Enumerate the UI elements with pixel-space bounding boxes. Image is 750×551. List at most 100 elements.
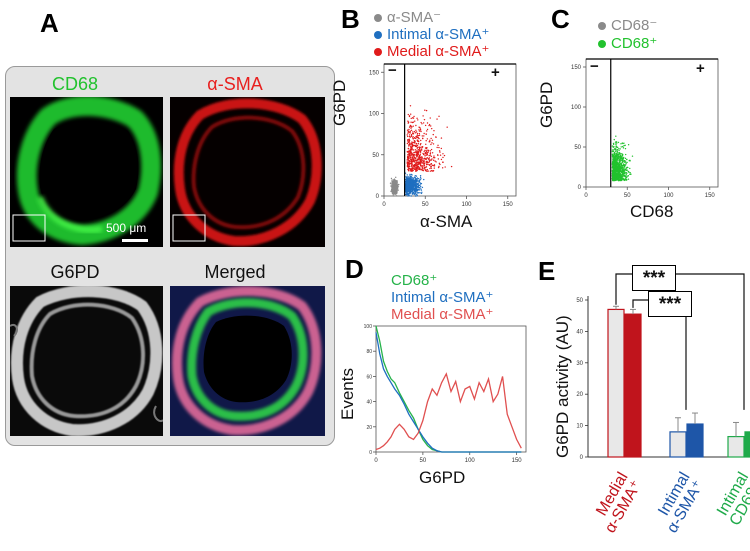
data-point [408,115,411,117]
data-point [625,175,628,177]
data-point [406,193,409,196]
data-point [433,164,436,166]
data-point [615,164,618,166]
data-point [620,168,623,170]
data-point [424,149,426,152]
data-point [434,157,436,159]
data-point [416,134,419,136]
flow-plot-b: 0 50 100 150 0 50 100 150 [369,63,517,208]
data-point [611,165,614,168]
data-point [429,166,432,168]
data-point [612,168,615,170]
data-point [617,154,619,156]
data-point [621,175,624,178]
data-point [624,168,626,171]
data-point [436,118,438,120]
data-point [413,130,416,133]
data-point [408,192,410,194]
significance-bracket [615,273,745,410]
data-point [419,181,421,184]
data-point [420,189,423,191]
data-point [617,164,619,166]
data-point [435,161,437,163]
data-point [426,130,428,132]
data-point [626,158,628,161]
data-point [622,163,625,165]
scale-bar-label: 500 μm [106,221,147,235]
data-point [393,190,395,192]
data-point [410,195,412,197]
y-tick-label: 40 [366,400,372,406]
data-point [414,182,416,185]
e-category-label-medial: Medial α-SMA⁺ [570,470,646,542]
panel-a-label: A [40,8,59,38]
data-point [620,143,622,145]
data-point [420,168,423,170]
data-point [430,127,433,130]
y-tick-label: 100 [571,105,582,111]
data-point [614,150,617,152]
x-tick-label: 0 [374,458,378,464]
data-point [397,184,399,186]
data-point [618,152,621,155]
data-point [419,176,422,179]
data-point [413,177,415,179]
data-point [438,115,440,118]
data-point [617,157,620,160]
data-point [419,184,421,187]
data-point [413,155,415,157]
data-point [407,184,409,187]
data-point [434,160,436,162]
data-point [408,126,411,128]
data-point [432,159,435,161]
data-point [413,164,416,166]
data-point [615,135,617,137]
data-point [626,161,628,164]
data-point [425,143,427,146]
data-point [408,128,410,131]
data-point [411,158,413,161]
data-point [419,165,422,167]
data-point [428,158,430,161]
data-point [439,151,441,153]
data-point [418,137,420,140]
data-point [405,185,407,187]
data-point [419,162,421,164]
data-point [410,121,412,123]
data-point [417,119,419,121]
data-point [614,166,616,168]
data-point [425,163,428,166]
data-point [444,166,446,168]
data-point [429,167,431,170]
data-point [410,183,412,185]
data-point [417,148,420,151]
data-point [406,161,408,163]
data-point [417,158,420,161]
data-point [416,190,419,192]
panel-e-label: E [538,256,556,286]
data-point [414,188,417,190]
data-point [614,176,616,179]
data-point [410,179,413,182]
data-point [438,146,440,149]
data-point [416,148,418,150]
data-point [407,147,410,150]
data-point [615,143,617,146]
data-point [407,187,409,189]
data-point [416,194,419,197]
data-point [395,184,398,187]
data-point [612,150,615,153]
data-point [421,146,424,148]
legend-marker [374,14,382,23]
data-point [424,169,427,172]
data-point [435,136,437,138]
data-point [422,159,424,162]
data-point [415,142,418,145]
data-point [389,182,392,184]
data-point [422,122,425,124]
data-point [409,149,411,152]
data-point [421,148,423,150]
data-point [425,147,428,150]
data-point [410,146,412,148]
data-point [617,171,619,174]
